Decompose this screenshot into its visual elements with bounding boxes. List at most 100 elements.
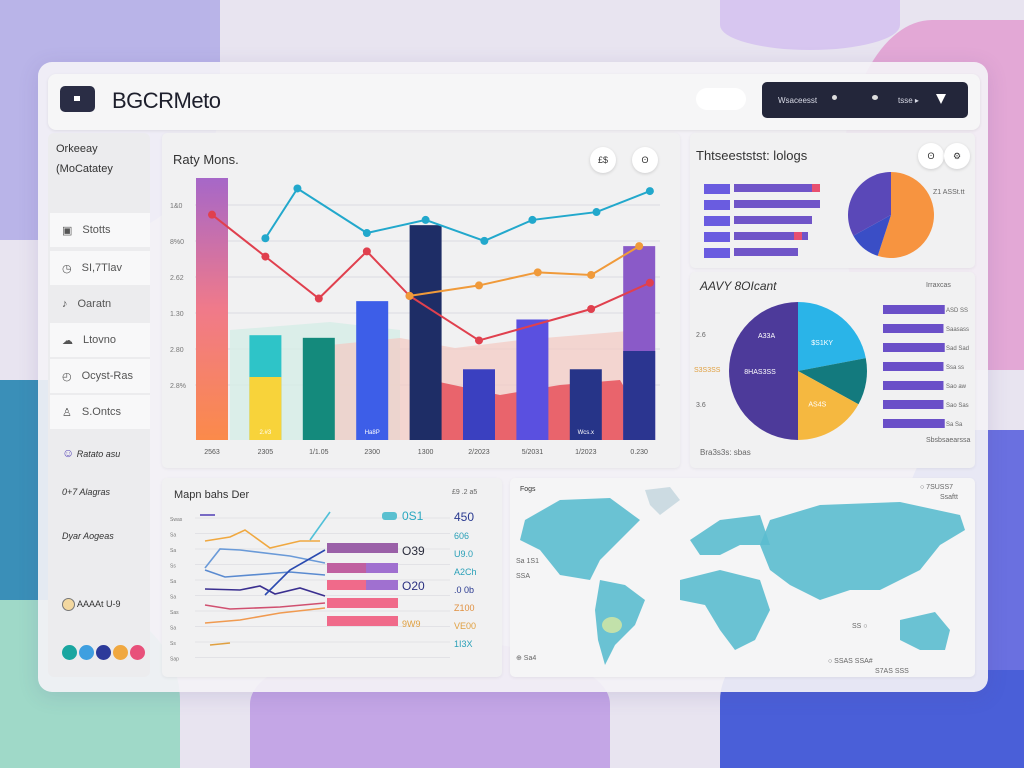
hbar-segment bbox=[327, 563, 367, 573]
sidebar-item-3[interactable]: ♪ Oaratn bbox=[50, 287, 150, 321]
row-label: Ss bbox=[170, 641, 176, 647]
data-point bbox=[587, 305, 596, 313]
map-europe bbox=[690, 515, 770, 555]
lock-icon: ▣ bbox=[62, 224, 73, 237]
bell-icon: ♪ bbox=[62, 298, 68, 310]
filter-icon[interactable] bbox=[936, 94, 946, 104]
hbar-segment bbox=[327, 598, 398, 608]
app-icon[interactable] bbox=[113, 645, 128, 660]
sidebar: Orkeeay (MoCatatey ▣ Stotts ◷ SI,7Tlav ♪ Oa… bbox=[48, 133, 150, 677]
row-label: Sap bbox=[170, 657, 179, 663]
app-icon[interactable] bbox=[130, 645, 145, 660]
bar bbox=[302, 337, 335, 440]
sidebar-item-label: Ocyst-Ras bbox=[81, 370, 133, 382]
y-tick-label: 2.8% bbox=[170, 383, 186, 390]
hbar-accent bbox=[812, 184, 820, 192]
hbar bbox=[734, 216, 812, 224]
info-button[interactable]: ʘ bbox=[918, 143, 944, 169]
hbar bbox=[883, 324, 944, 333]
pie-label: Z1 ASSt.tt bbox=[933, 189, 965, 196]
sidebar-item-5[interactable]: ◴ Ocyst-Ras bbox=[50, 359, 150, 393]
sidebar-item-stotts[interactable]: ▣ Stotts bbox=[50, 213, 150, 247]
value-label: Z100 bbox=[454, 603, 475, 613]
sidebar-link[interactable]: ☺ Ratato asu bbox=[62, 446, 120, 460]
value-label: U9.0 bbox=[454, 549, 473, 559]
value-label: VE00 bbox=[454, 621, 476, 631]
toolbar-link[interactable]: tsse ▸ bbox=[898, 96, 919, 105]
dot-icon[interactable] bbox=[832, 95, 837, 100]
data-point bbox=[421, 215, 430, 224]
series-line bbox=[309, 511, 331, 541]
map-label[interactable]: ⊕ Sa4 bbox=[516, 655, 537, 662]
map-marker[interactable]: SS ○ bbox=[852, 623, 868, 630]
hbar-segment bbox=[327, 616, 398, 626]
value-label: 0S1 bbox=[402, 509, 424, 523]
app-logo[interactable] bbox=[60, 86, 95, 112]
hbar bbox=[883, 419, 945, 428]
y-tick-label: 1.30 bbox=[170, 311, 184, 318]
dot-icon[interactable] bbox=[872, 95, 878, 100]
x-tick-label: 2563 bbox=[204, 449, 220, 456]
series-line bbox=[204, 585, 326, 597]
data-point bbox=[314, 294, 323, 303]
map-africa bbox=[680, 570, 770, 650]
map-highlight-region bbox=[602, 617, 622, 633]
options-button[interactable]: £$ bbox=[590, 147, 616, 173]
value-label: 606 bbox=[454, 531, 469, 541]
hbar-label: ASD SS bbox=[946, 308, 968, 314]
x-tick-label: 1/2023 bbox=[575, 449, 597, 456]
user-icon: ♙ bbox=[62, 406, 72, 419]
value-label: .0 0b bbox=[454, 585, 474, 595]
sidebar-item-label: SI,7Tlav bbox=[81, 262, 122, 274]
app-title: BGCRMeto bbox=[112, 88, 221, 113]
hbar bbox=[734, 248, 798, 256]
cat-icon: ☺ bbox=[62, 446, 75, 460]
series-line bbox=[211, 213, 651, 342]
pie-slice-label: $S1KY bbox=[811, 340, 833, 347]
data-point bbox=[528, 215, 537, 224]
row-label: Swas bbox=[170, 517, 183, 523]
value-label: 450 bbox=[454, 510, 474, 524]
y-tick-label: 8%0 bbox=[170, 239, 184, 246]
data-point bbox=[405, 291, 414, 300]
hbar bbox=[883, 305, 945, 314]
y-tick-label: 1&0 bbox=[170, 203, 183, 210]
bar-label-box bbox=[704, 248, 730, 258]
series-line bbox=[204, 569, 326, 578]
user-profile[interactable]: AAAAt U-9 bbox=[62, 598, 121, 611]
data-point bbox=[635, 242, 644, 251]
row-label: Sa bbox=[170, 579, 176, 585]
x-tick-label: 0.230 bbox=[630, 449, 648, 456]
toggle-pill[interactable] bbox=[696, 88, 746, 110]
hbar bbox=[883, 400, 944, 409]
sidebar-item-label: S.Ontcs bbox=[81, 406, 121, 418]
settings-button[interactable]: ⚙ bbox=[944, 143, 970, 169]
settings-button[interactable]: ʘ bbox=[632, 147, 658, 173]
app-icon[interactable] bbox=[96, 645, 111, 660]
sidebar-link[interactable]: Dyar Aogeas bbox=[62, 531, 114, 541]
app-icon[interactable] bbox=[79, 645, 94, 660]
sidebar-item-2[interactable]: ◷ SI,7Tlav bbox=[50, 251, 150, 285]
hbar-segment bbox=[327, 580, 367, 590]
sidebar-subheading: (MoCatatey bbox=[56, 163, 113, 175]
app-icon[interactable] bbox=[62, 645, 77, 660]
avatar bbox=[62, 598, 75, 611]
hbar-label: Sa Sa bbox=[946, 422, 963, 428]
hbar-label: Sad Sad bbox=[946, 346, 969, 352]
bar bbox=[196, 178, 228, 440]
sidebar-link[interactable]: 0+7 Alagras bbox=[62, 487, 110, 497]
x-tick-label: 1/1.05 bbox=[309, 449, 329, 456]
bar bbox=[409, 225, 442, 440]
pie-slice bbox=[877, 172, 934, 258]
corner-label: ○ 7SUSS7 bbox=[920, 484, 954, 491]
pie-slice-label: 8HAS3SS bbox=[744, 369, 776, 376]
sidebar-item-6[interactable]: ♙ S.Ontcs bbox=[50, 395, 150, 429]
data-point bbox=[475, 336, 483, 345]
toolbar: Wsaceesst tsse ▸ bbox=[762, 82, 968, 118]
sidebar-item-4[interactable]: ☁ Ltovno bbox=[50, 323, 150, 357]
toolbar-label[interactable]: Wsaceesst bbox=[778, 96, 818, 105]
x-tick-label: 2300 bbox=[364, 449, 380, 456]
hbar-segment bbox=[327, 543, 398, 553]
y-tick-label: 2.62 bbox=[170, 275, 184, 282]
data-point bbox=[362, 247, 371, 256]
